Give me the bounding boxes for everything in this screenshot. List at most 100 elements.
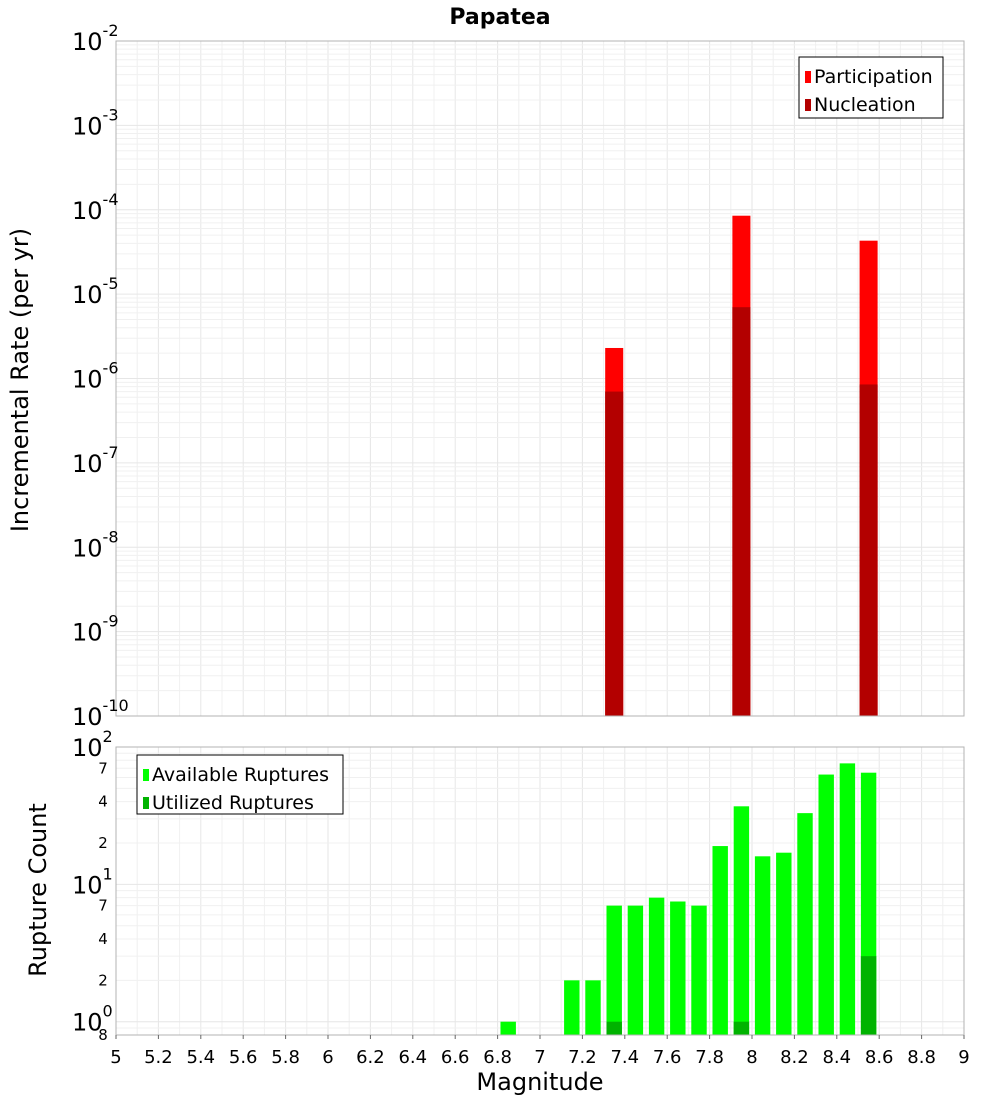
x-tick-label: 7 bbox=[534, 1047, 545, 1068]
y-tick-exponent: -10 bbox=[103, 696, 129, 715]
y-tick-base: 10 bbox=[72, 366, 103, 394]
bar bbox=[839, 763, 856, 1035]
x-tick-label: 7.2 bbox=[568, 1047, 597, 1068]
y-tick-base: 10 bbox=[72, 197, 103, 225]
y-tick-base: 10 bbox=[72, 534, 103, 562]
x-tick-label: 6.8 bbox=[483, 1047, 512, 1068]
bar bbox=[564, 980, 580, 1035]
x-tick-label: 6.4 bbox=[398, 1047, 427, 1068]
bar bbox=[859, 384, 878, 716]
x-tick-label: 5.6 bbox=[229, 1047, 258, 1068]
x-tick-label: 7.4 bbox=[610, 1047, 639, 1068]
y-tick-label: 7 bbox=[98, 759, 108, 777]
y-tick-base: 10 bbox=[72, 281, 103, 309]
x-tick-label: 9 bbox=[958, 1047, 969, 1068]
x-tick-label: 8.4 bbox=[822, 1047, 851, 1068]
y-tick-label: 8 bbox=[98, 1026, 108, 1044]
y-tick-label: 10-10 bbox=[72, 696, 129, 731]
bar bbox=[691, 905, 707, 1035]
y-tick-base: 10 bbox=[72, 28, 103, 56]
legend-box bbox=[136, 754, 344, 815]
legend-label: Utilized Ruptures bbox=[152, 792, 314, 814]
x-tick-label: 5.2 bbox=[144, 1047, 173, 1068]
y-tick-exponent: 2 bbox=[103, 727, 113, 746]
bar bbox=[670, 901, 686, 1035]
x-tick-label: 8.6 bbox=[865, 1047, 894, 1068]
x-tick-label: 5.8 bbox=[271, 1047, 300, 1068]
legend-box bbox=[798, 56, 944, 119]
x-tick-label: 6.2 bbox=[356, 1047, 385, 1068]
y-tick-exponent: -7 bbox=[103, 443, 119, 462]
legend: Available Ruptures Utilized Ruptures bbox=[136, 754, 344, 815]
y-tick-label: 100 bbox=[72, 1002, 113, 1037]
y-tick-label: 10-6 bbox=[72, 359, 119, 394]
y-tick-exponent: -6 bbox=[103, 359, 119, 378]
legend: Participation Nucleation bbox=[798, 56, 944, 119]
x-tick-label: 5.4 bbox=[186, 1047, 215, 1068]
legend-swatch bbox=[805, 99, 811, 111]
legend-swatch bbox=[143, 797, 149, 809]
bar bbox=[818, 774, 834, 1035]
legend-label: Participation bbox=[814, 66, 933, 88]
bar bbox=[500, 1021, 516, 1035]
y-tick-base: 10 bbox=[72, 450, 103, 478]
y-tick-label: 10-3 bbox=[72, 105, 119, 140]
legend-swatch bbox=[143, 769, 149, 781]
bar bbox=[732, 307, 751, 716]
y-tick-label: 2 bbox=[98, 971, 108, 989]
y-tick-label: 101 bbox=[72, 864, 113, 899]
bar bbox=[733, 1021, 750, 1035]
legend-swatch bbox=[805, 71, 811, 83]
rate-axis-title: Incremental Rate (per yr) bbox=[6, 228, 34, 532]
y-tick-label: 10-5 bbox=[72, 274, 119, 309]
bar bbox=[733, 806, 750, 1035]
x-tick-label: 8 bbox=[746, 1047, 757, 1068]
bar bbox=[606, 1021, 622, 1035]
y-tick-base: 10 bbox=[72, 871, 103, 899]
x-tick-label: 8.8 bbox=[907, 1047, 936, 1068]
chart-title: Papatea bbox=[449, 5, 550, 30]
y-tick-base: 10 bbox=[72, 112, 103, 140]
rate-plot: 10-210-310-410-510-610-710-810-910-10Par… bbox=[72, 21, 965, 731]
y-tick-base: 10 bbox=[72, 734, 103, 762]
y-tick-exponent: -4 bbox=[103, 190, 119, 209]
count-axis-title: Rupture Count bbox=[24, 803, 52, 977]
y-tick-exponent: -9 bbox=[103, 612, 119, 631]
y-tick-label: 102 bbox=[72, 727, 113, 762]
y-tick-label: 10-2 bbox=[72, 21, 119, 56]
y-tick-exponent: -8 bbox=[103, 527, 119, 546]
y-tick-base: 10 bbox=[72, 1009, 103, 1037]
y-tick-label: 2 bbox=[98, 834, 108, 852]
y-tick-label: 7 bbox=[98, 897, 108, 915]
y-tick-base: 10 bbox=[72, 703, 103, 731]
x-tick-label: 6 bbox=[322, 1047, 333, 1068]
plot-frame bbox=[115, 40, 965, 717]
bar bbox=[627, 905, 644, 1035]
y-tick-label: 10-9 bbox=[72, 612, 119, 647]
x-tick-label: 5 bbox=[110, 1047, 121, 1068]
legend-label: Available Ruptures bbox=[152, 764, 329, 786]
bar bbox=[754, 856, 771, 1035]
x-tick-label: 7.8 bbox=[695, 1047, 724, 1068]
y-tick-exponent: -2 bbox=[103, 21, 119, 40]
y-tick-exponent: -3 bbox=[103, 105, 119, 124]
y-tick-exponent: 1 bbox=[103, 864, 113, 883]
y-tick-exponent: 0 bbox=[103, 1002, 113, 1021]
bar bbox=[860, 956, 877, 1035]
legend-label: Nucleation bbox=[814, 94, 916, 116]
y-tick-label: 10-7 bbox=[72, 443, 119, 478]
y-tick-label: 10-8 bbox=[72, 527, 119, 562]
magnitude-axis-title: Magnitude bbox=[476, 1068, 603, 1096]
y-tick-base: 10 bbox=[72, 619, 103, 647]
y-tick-label: 10-4 bbox=[72, 190, 119, 225]
y-tick-label: 4 bbox=[98, 930, 108, 948]
bar bbox=[712, 846, 728, 1035]
bar bbox=[648, 897, 665, 1035]
y-tick-exponent: -5 bbox=[103, 274, 119, 293]
bar bbox=[606, 905, 622, 1035]
x-tick-label: 6.6 bbox=[441, 1047, 470, 1068]
x-tick-label: 7.6 bbox=[653, 1047, 682, 1068]
bar bbox=[797, 813, 813, 1035]
